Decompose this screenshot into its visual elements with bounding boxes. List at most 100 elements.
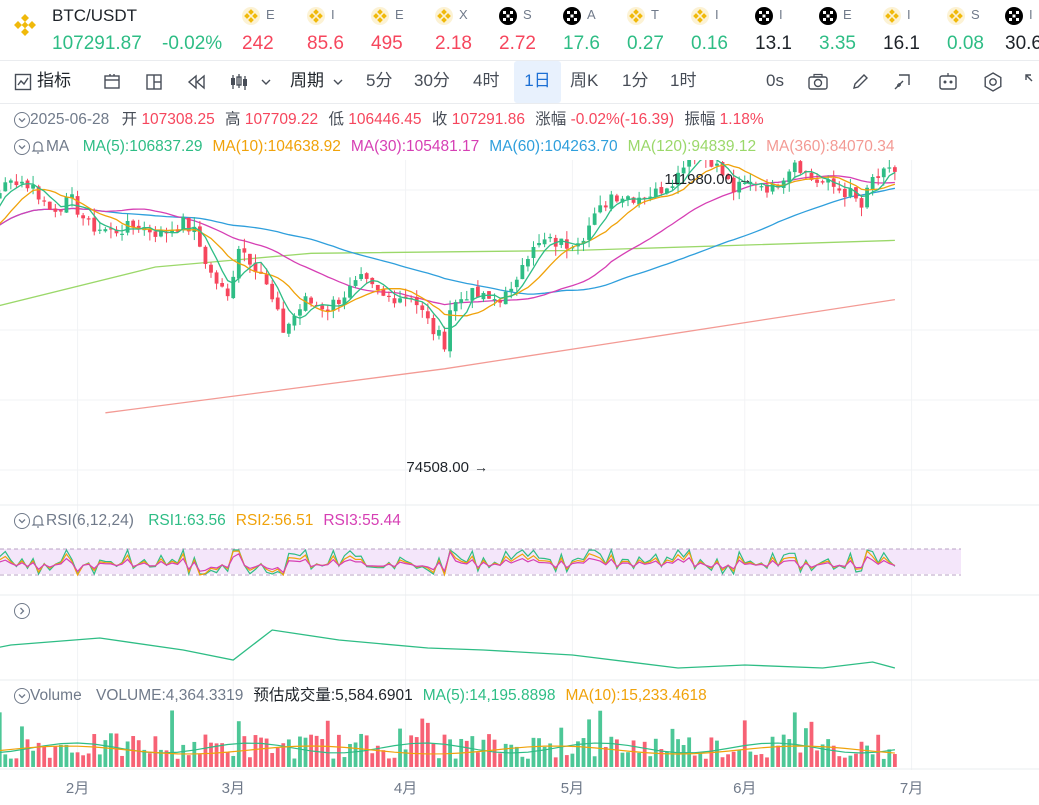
interval-tab[interactable]: 1时 <box>670 71 697 90</box>
interval-tab[interactable]: 1分 <box>622 71 649 90</box>
candle-body <box>147 228 152 233</box>
interval-tab[interactable]: 周K <box>570 71 599 90</box>
ticker-item[interactable]: I 13.1 <box>741 0 805 60</box>
candle-body <box>425 311 430 319</box>
ticker-item[interactable]: I 0.16 <box>677 0 741 60</box>
candle-body <box>186 217 191 232</box>
low-value: 106446.45 <box>348 111 422 128</box>
candle-body <box>665 188 669 194</box>
ticker-item[interactable]: X 2.18 <box>421 0 485 60</box>
ticker-item[interactable]: S 2.72 <box>485 0 549 60</box>
kline-chart[interactable]: 111980.00 → 74508.00 → 2月 3月 4月 5月 6月 7月 <box>0 160 1039 805</box>
volume-bar <box>125 741 130 767</box>
ticker-item[interactable]: I 85.6 <box>293 0 357 60</box>
candle-body <box>809 172 814 180</box>
x-axis: 2月 3月 4月 5月 6月 7月 <box>0 768 1039 797</box>
collapse-icon[interactable] <box>14 138 30 155</box>
pencil-icon[interactable] <box>850 61 870 103</box>
candle-body <box>514 279 519 288</box>
okx-icon <box>499 7 517 30</box>
volume-bar <box>14 758 19 767</box>
ma360-path <box>105 298 895 414</box>
candle-body <box>881 168 886 178</box>
volume-bar <box>409 735 414 767</box>
candle-body <box>292 315 297 326</box>
collapse-icon[interactable] <box>14 687 30 704</box>
ticker-item[interactable]: S 0.08 <box>933 0 997 60</box>
collapse-icon[interactable] <box>14 512 30 529</box>
open-value: 107308.25 <box>141 111 215 128</box>
settings-icon[interactable] <box>982 61 1004 103</box>
volume-bar <box>831 745 836 767</box>
ticker-item[interactable]: E 495 <box>357 0 421 60</box>
trading-bot-icon[interactable] <box>937 61 959 103</box>
candle-body <box>626 196 630 200</box>
candle-body <box>720 162 725 176</box>
layout-icon[interactable] <box>102 61 122 103</box>
volume-bar <box>147 753 152 767</box>
volume-bar <box>298 736 302 767</box>
volume-bar <box>425 722 430 767</box>
candle-body <box>437 330 441 336</box>
volume-bar <box>609 736 614 767</box>
collapse-icon[interactable] <box>14 111 30 128</box>
expand-icon[interactable] <box>14 602 30 619</box>
chart-grid <box>0 160 1039 770</box>
candle-body <box>136 225 141 230</box>
legend-item: RSI3:55.44 <box>323 512 401 529</box>
volume-bar <box>47 757 52 767</box>
volume-bar <box>703 758 708 767</box>
volume-bar <box>603 746 608 767</box>
fullscreen-icon[interactable] <box>1024 61 1039 103</box>
volume-bar <box>665 751 669 767</box>
camera-icon[interactable] <box>807 61 829 103</box>
candle-body <box>348 285 352 298</box>
bell-icon[interactable] <box>30 513 46 529</box>
candle-body <box>53 208 58 212</box>
volume-bar <box>398 728 402 767</box>
volume-bar <box>892 754 897 767</box>
volume-bar <box>475 752 480 767</box>
volume-bar <box>715 740 719 767</box>
candle-body <box>542 239 547 245</box>
period-dropdown[interactable]: 周期 <box>290 61 343 103</box>
volume-bar <box>364 735 369 767</box>
volume-bar <box>264 738 269 767</box>
split-view-icon[interactable] <box>144 61 164 103</box>
ticker-item[interactable]: E 3.35 <box>805 0 869 60</box>
chart-type-dropdown[interactable] <box>228 61 271 103</box>
volume-panel <box>0 710 897 767</box>
candle-body <box>31 184 35 189</box>
interval-tab[interactable]: 30分 <box>414 71 450 90</box>
candle-body <box>870 177 875 190</box>
indicators-button[interactable]: 指标 <box>14 61 71 103</box>
ticker-item[interactable]: E 242 <box>228 0 292 60</box>
candle-body <box>3 182 8 192</box>
main-ticker[interactable]: BTC/USDT 107291.87 -0.02% <box>0 0 228 60</box>
interval-tab[interactable]: 5分 <box>366 71 393 90</box>
ma30-line <box>0 175 895 306</box>
candle-body <box>398 298 402 303</box>
legend-item: MA(30):105481.17 <box>350 138 480 155</box>
ticker-price: 30.6 <box>1005 33 1039 54</box>
okx-icon <box>819 7 837 30</box>
volume-bar <box>42 746 47 767</box>
candle-body <box>309 297 313 304</box>
bell-icon[interactable] <box>30 139 46 155</box>
x-tick-label: 7月 <box>900 780 923 797</box>
volume-bar <box>175 758 180 767</box>
ticker-item[interactable]: T 0.27 <box>613 0 677 60</box>
interval-tab[interactable]: 4时 <box>473 71 500 90</box>
candle-body <box>0 193 2 199</box>
volume-bar <box>503 743 508 767</box>
ticker-item[interactable]: I 16.1 <box>869 0 933 60</box>
add-drawing-icon[interactable] <box>892 61 912 103</box>
volume-bar <box>348 743 352 767</box>
candle-date: 2025-06-28 <box>30 111 110 128</box>
replay-icon[interactable] <box>186 61 208 103</box>
volume-bar <box>370 753 375 767</box>
interval-tab[interactable]: 1日 <box>514 61 561 103</box>
ticker-item[interactable]: A 17.6 <box>549 0 613 60</box>
binance-logo-icon <box>14 14 36 36</box>
ticker-item[interactable]: I 30.6 <box>991 0 1039 60</box>
